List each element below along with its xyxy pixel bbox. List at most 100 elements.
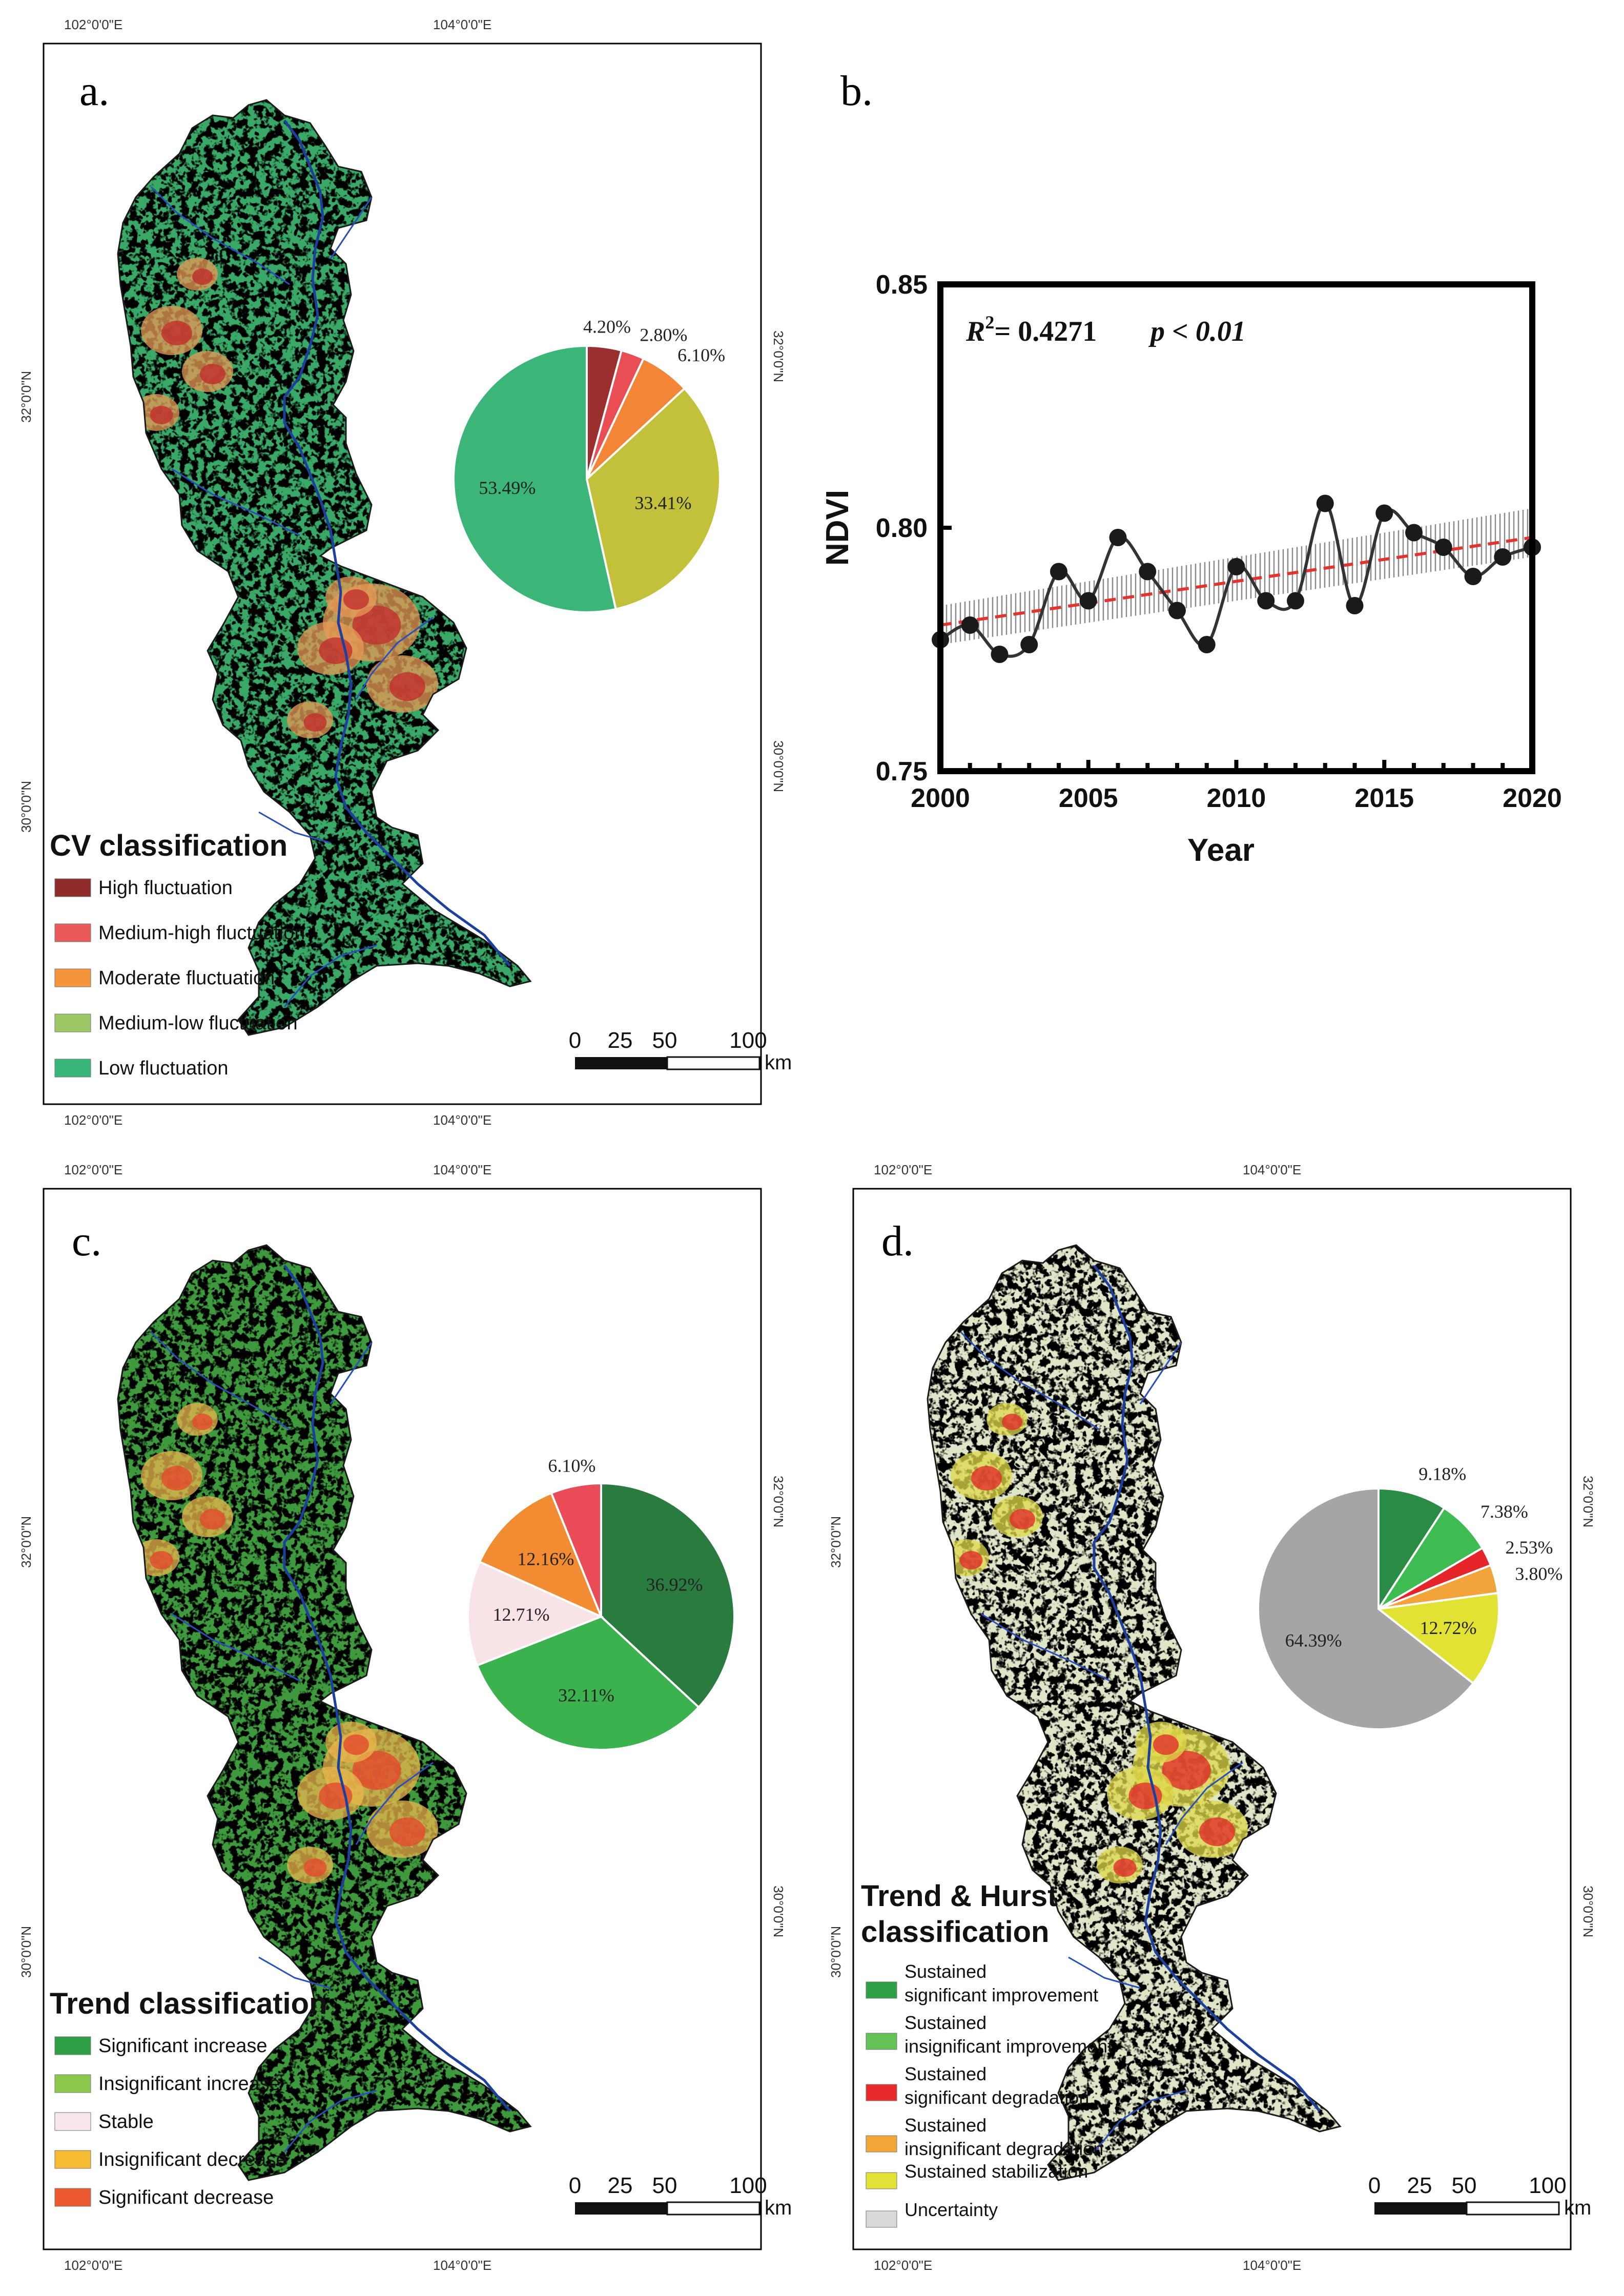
legend: Trend & HurstclassificationSustainedsign… xyxy=(861,1879,1113,2228)
lon-label-right-bottom: 104°0'0"E xyxy=(433,2258,491,2273)
r2-superscript: 2 xyxy=(985,312,994,333)
map-patch-hot xyxy=(1162,1751,1211,1790)
scale-tick: 50 xyxy=(1452,2173,1477,2198)
tributary xyxy=(330,197,373,259)
tributary xyxy=(258,811,331,844)
scale-tick: 25 xyxy=(608,1028,633,1053)
pie-slice xyxy=(1257,1487,1475,1730)
map-patch-hot xyxy=(1010,1509,1035,1529)
cv-pie-chart: 4.20% 2.80%6.10% 33.41% 53.49% xyxy=(452,317,725,613)
legend-label: Significant increase xyxy=(98,2035,268,2057)
map-patch-hot xyxy=(1153,1734,1179,1755)
legend-label: insignificant degradation xyxy=(904,2138,1103,2159)
map-patch-hot xyxy=(200,364,225,384)
legend-swatch xyxy=(54,968,91,987)
pie-label: 64.39% xyxy=(1285,1630,1342,1651)
x-tick-label: 2010 xyxy=(1207,783,1266,813)
ndvi-point xyxy=(1227,558,1245,575)
basin-outline xyxy=(117,99,532,1036)
basin-outline xyxy=(117,1244,532,2181)
legend-swatch xyxy=(54,2074,91,2093)
lon-label-right-bottom: 104°0'0"E xyxy=(1243,2258,1301,2273)
confidence-band xyxy=(940,508,1532,645)
panel-a: 102°0'0"E 104°0'0"E 102°0'0"E 104°0'0"E 32°0… xyxy=(18,17,792,1128)
legend-label: Uncertainty xyxy=(904,2199,998,2220)
lat-label-left: 30°0'0"N xyxy=(18,1926,34,1978)
scale-tick: 100 xyxy=(729,1028,767,1053)
ndvi-point xyxy=(1139,563,1157,581)
scale-tick: 100 xyxy=(1529,2173,1566,2198)
tributary xyxy=(150,1331,290,1431)
ndvi-point xyxy=(1079,592,1097,610)
legend-label: Insignificant increase xyxy=(98,2073,280,2095)
lon-label-left-bottom: 102°0'0"E xyxy=(874,2258,932,2273)
r2-annotation: R2= 0.4271 xyxy=(965,312,1097,347)
pie-slice xyxy=(478,1492,603,1619)
legend-label: Significant decrease xyxy=(98,2187,274,2208)
map-patch-hot xyxy=(1199,1817,1235,1846)
x-tick-label: 2015 xyxy=(1354,783,1414,813)
legend-swatch xyxy=(866,1981,897,1999)
legend-swatch xyxy=(54,2112,91,2131)
map-patch-hot xyxy=(1002,1414,1022,1430)
legend-title: Trend classification xyxy=(50,1987,327,2020)
y-tick-label: 0.85 xyxy=(876,270,928,300)
ndvi-point xyxy=(1405,524,1423,542)
y-tick-label: 0.80 xyxy=(876,513,928,543)
scale-unit: km xyxy=(1564,2197,1591,2219)
map-patch-hot xyxy=(1113,1858,1137,1877)
legend-swatch xyxy=(54,2036,91,2055)
legend-title: Trend & Hurst xyxy=(861,1879,1058,1913)
map-patch-hot xyxy=(161,1466,192,1491)
lat-label-right: 32°0'0"N xyxy=(771,330,786,382)
legend-label: Sustained xyxy=(904,2063,986,2084)
x-tick-label: 2005 xyxy=(1059,783,1118,813)
map-patch-hot xyxy=(343,589,369,610)
pie-label: 6.10% xyxy=(677,345,725,365)
scale-tick: 0 xyxy=(1368,2173,1381,2198)
map-patch-hot xyxy=(343,1734,369,1755)
pie-slice xyxy=(1378,1506,1484,1610)
pie-label: 2.80% xyxy=(640,324,687,345)
scale-segment xyxy=(666,2201,760,2216)
legend-label: Sustained stabilization xyxy=(904,2161,1088,2182)
scale-tick: 0 xyxy=(569,2173,581,2198)
ndvi-point xyxy=(961,616,979,634)
lon-label-left-bottom: 102°0'0"E xyxy=(64,1112,122,1128)
legend-label: Moderate fluctuation xyxy=(98,967,275,989)
legend-swatch xyxy=(54,1013,91,1032)
lat-label-left: 30°0'0"N xyxy=(828,1926,844,1978)
pie-label: 33.41% xyxy=(634,492,691,513)
scale-segment xyxy=(575,2202,667,2215)
tributary xyxy=(171,468,300,536)
legend: Trend classification Significant increase… xyxy=(50,1987,327,2208)
legend-swatch xyxy=(54,1059,91,1078)
tributary xyxy=(283,2090,377,2153)
legend-swatch xyxy=(54,878,91,897)
lon-label-right: 104°0'0"E xyxy=(433,1162,491,1177)
basin-outline xyxy=(927,1244,1342,2181)
scale-tick: 0 xyxy=(569,1028,581,1053)
legend-label: Sustained xyxy=(904,2115,986,2136)
ndvi-point xyxy=(1494,548,1512,566)
ndvi-point xyxy=(1198,636,1216,653)
lon-label-right: 104°0'0"E xyxy=(1243,1162,1301,1177)
tributary xyxy=(355,1762,434,1845)
panel-d: 102°0'0"E 104°0'0"E 102°0'0"E 104°0'0"E 32°0… xyxy=(828,1162,1596,2273)
map-patch-hot xyxy=(303,713,327,732)
map-patch-hot xyxy=(150,1551,173,1569)
pie-slice xyxy=(452,344,617,613)
legend-swatch xyxy=(866,2033,897,2050)
lat-label-right: 30°0'0"N xyxy=(771,740,786,792)
scale-segment xyxy=(575,1057,667,1069)
panel-label: a. xyxy=(79,67,109,115)
lat-label-left: 32°0'0"N xyxy=(828,1516,844,1568)
pie-slice xyxy=(476,1615,701,1751)
scale-tick: 50 xyxy=(652,2173,677,2198)
map-patch-hot xyxy=(192,1414,213,1430)
tributary xyxy=(1139,1342,1182,1404)
map-patch-hot xyxy=(971,1466,1002,1491)
tributary xyxy=(171,1613,300,1682)
